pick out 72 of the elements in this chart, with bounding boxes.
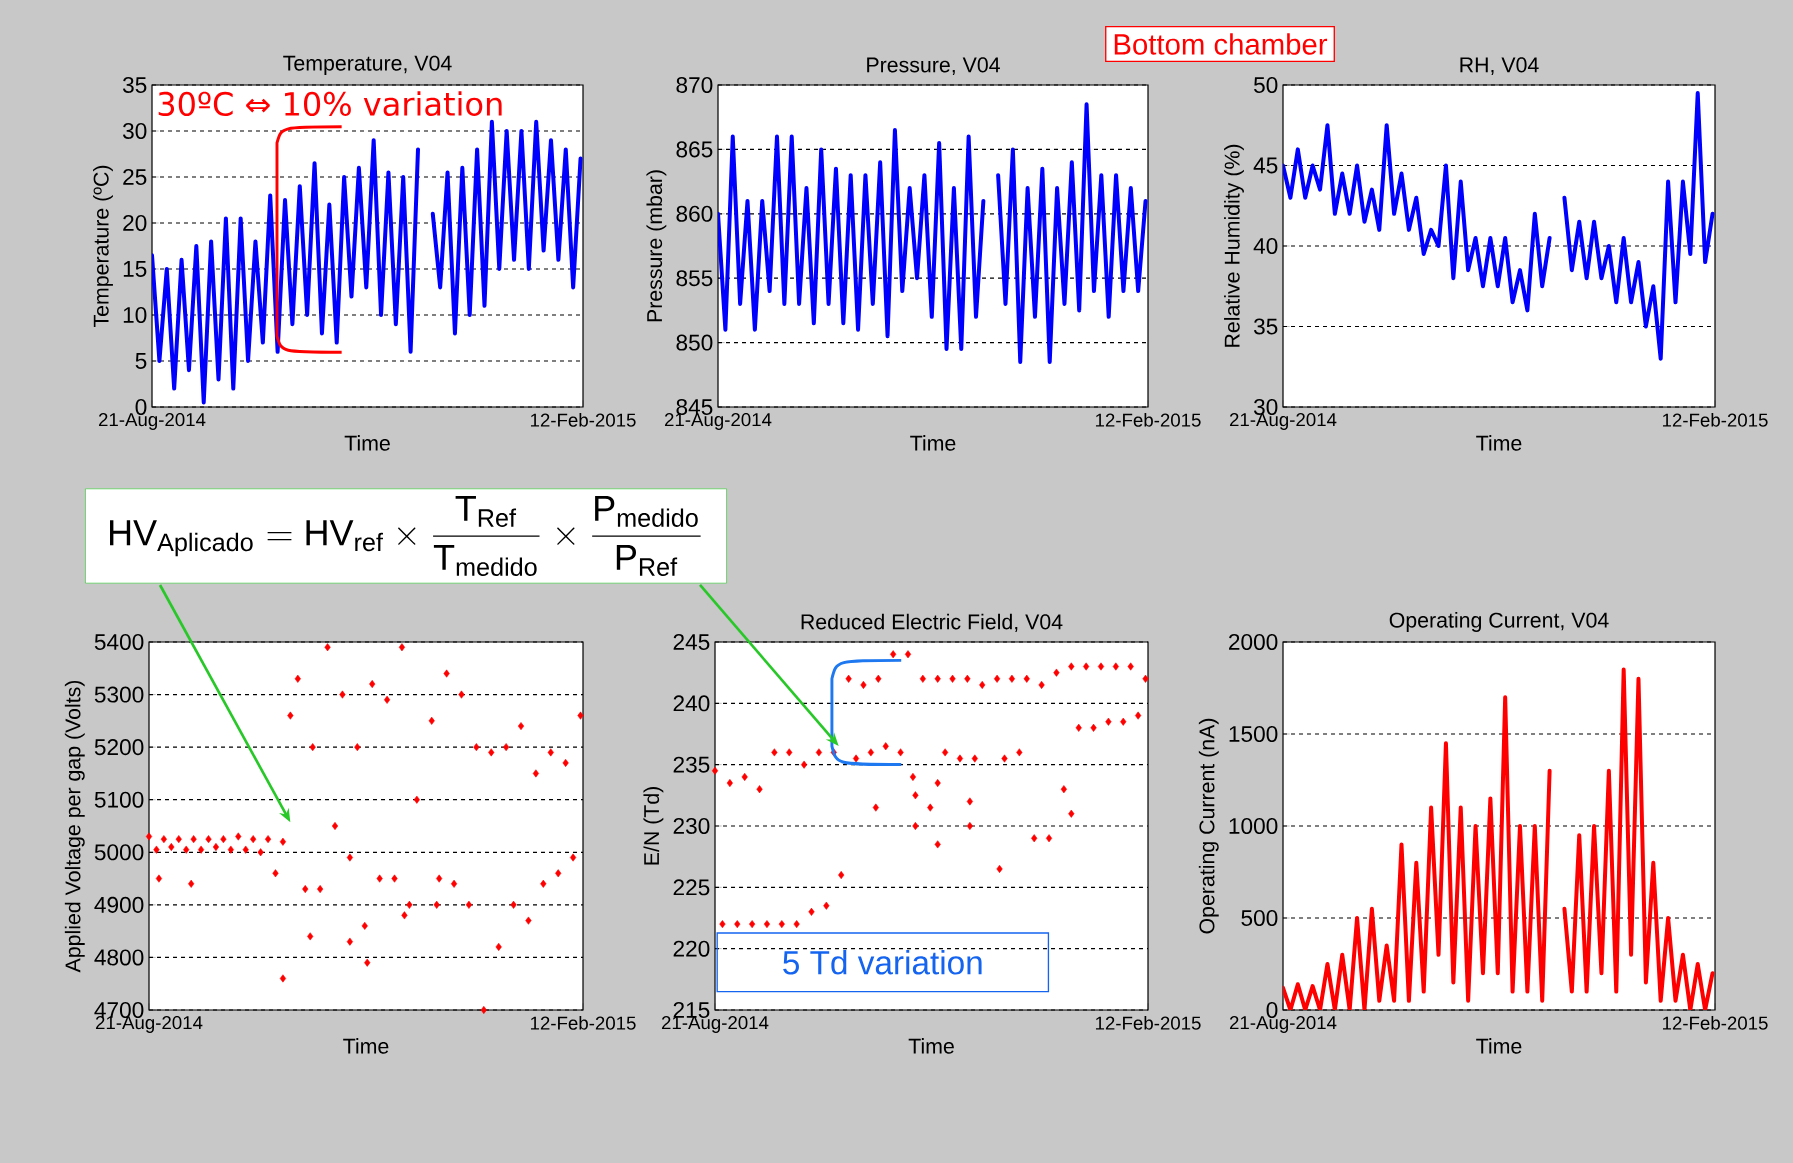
- x-tick-label: 12-Feb-2015: [1662, 413, 1768, 427]
- chart-title: Pressure, V04: [867, 57, 1000, 75]
- annotation: 5 Td variation: [783, 950, 982, 975]
- y-tick-label: 20: [123, 214, 147, 232]
- y-axis-title: Operating Current (nA): [1198, 718, 1219, 934]
- y-tick-label: 230: [673, 817, 710, 835]
- y-tick-label: 0: [135, 398, 147, 416]
- y-tick-label: 855: [676, 270, 713, 287]
- y-tick-label: 35: [1253, 318, 1278, 335]
- x-tick-label: 21-Aug-2014: [95, 1016, 203, 1033]
- y-tick-label: 2000: [1229, 633, 1278, 651]
- y-tick-label: 870: [676, 76, 713, 94]
- y-tick-label: 850: [676, 334, 713, 351]
- x-tick-label: 21-Aug-2014: [1229, 1016, 1337, 1033]
- y-tick-label: 35: [122, 76, 147, 94]
- y-tick-label: 5000: [94, 844, 144, 861]
- y-tick-label: 5100: [94, 791, 144, 808]
- x-tick-label: 21-Aug-2014: [664, 413, 772, 430]
- y-tick-label: 10: [123, 306, 147, 324]
- x-tick-label: 21-Aug-2014: [1229, 413, 1337, 430]
- chart-title: RH, V04: [1460, 57, 1539, 75]
- y-tick-label: 220: [673, 940, 710, 957]
- text: Bottom chamber: [1114, 33, 1328, 55]
- chart-title: Temperature, V04: [283, 55, 452, 75]
- y-axis-title: Pressure (mbar): [646, 170, 667, 322]
- y-tick-label: 5300: [94, 686, 144, 703]
- x-axis-title: Time: [908, 1038, 954, 1054]
- y-tick-label: 245: [673, 633, 710, 651]
- y-tick-label: 4800: [94, 949, 144, 966]
- y-tick-label: 30: [1253, 398, 1278, 416]
- y-tick-label: 0: [1266, 1001, 1278, 1019]
- y-tick-label: 215: [673, 1001, 710, 1019]
- x-axis-title: Time: [344, 435, 390, 451]
- chart-title: Operating Current, V04: [1389, 612, 1609, 632]
- y-tick-label: 40: [1253, 237, 1278, 255]
- x-tick-label: 12-Feb-2015: [530, 413, 636, 427]
- y-tick-label: 50: [1253, 76, 1278, 94]
- text: $\mathrm{HV}_{\mathrm{Aplicado}} = \mathrm{HV}_{\mathrm{ref}} \times \frac{\mathrm{T}_{\mathrm{Ref}}}{\mathrm{T}_{\mathrm{medido}}} \times \frac{\mathrm{P}_{\mathrm{medido}}}{\mathrm{P}_{\mathrm{Ref}}}$: [110, 496, 701, 576]
- y-tick-label: 5400: [94, 633, 144, 651]
- y-tick-label: 15: [123, 261, 147, 277]
- x-axis-title: Time: [343, 1038, 389, 1054]
- y-tick-label: 45: [1253, 157, 1278, 174]
- y-tick-label: 30: [122, 122, 147, 140]
- y-tick-label: 4900: [94, 896, 144, 913]
- x-tick-label: 12-Feb-2015: [1095, 1016, 1201, 1030]
- y-tick-label: 1500: [1229, 725, 1278, 743]
- y-axis-title: E/N (Td): [643, 787, 664, 865]
- y-tick-label: 5: [135, 353, 147, 369]
- y-tick-label: 865: [676, 141, 713, 158]
- y-tick-label: 225: [673, 879, 710, 896]
- y-tick-label: 235: [673, 756, 710, 773]
- x-tick-label: 21-Aug-2014: [98, 413, 206, 430]
- y-axis-title: Applied Voltage per gap (Volts): [64, 680, 85, 973]
- y-tick-label: 1000: [1229, 817, 1278, 835]
- annotation: 30ºC ⇔ 10% variation: [158, 91, 502, 117]
- y-tick-label: 845: [676, 398, 713, 416]
- x-tick-label: 21-Aug-2014: [661, 1016, 769, 1033]
- x-tick-label: 12-Feb-2015: [1095, 413, 1201, 427]
- y-axis-title: Temperature (ºC): [93, 165, 113, 328]
- y-tick-label: 4700: [94, 1001, 144, 1019]
- chart-title: Reduced Electric Field, V04: [801, 613, 1063, 632]
- y-tick-label: 860: [676, 205, 713, 222]
- x-axis-title: Time: [1476, 1038, 1522, 1054]
- y-tick-label: 25: [123, 168, 147, 186]
- y-tick-label: 240: [673, 695, 710, 712]
- y-tick-label: 500: [1241, 909, 1278, 927]
- y-axis-title: Relative Humidity (%): [1224, 144, 1244, 347]
- x-tick-label: 12-Feb-2015: [530, 1016, 636, 1030]
- x-tick-label: 12-Feb-2015: [1662, 1016, 1768, 1030]
- x-axis-title: Time: [910, 435, 956, 451]
- y-tick-label: 5200: [94, 739, 144, 756]
- x-axis-title: Time: [1476, 435, 1522, 451]
